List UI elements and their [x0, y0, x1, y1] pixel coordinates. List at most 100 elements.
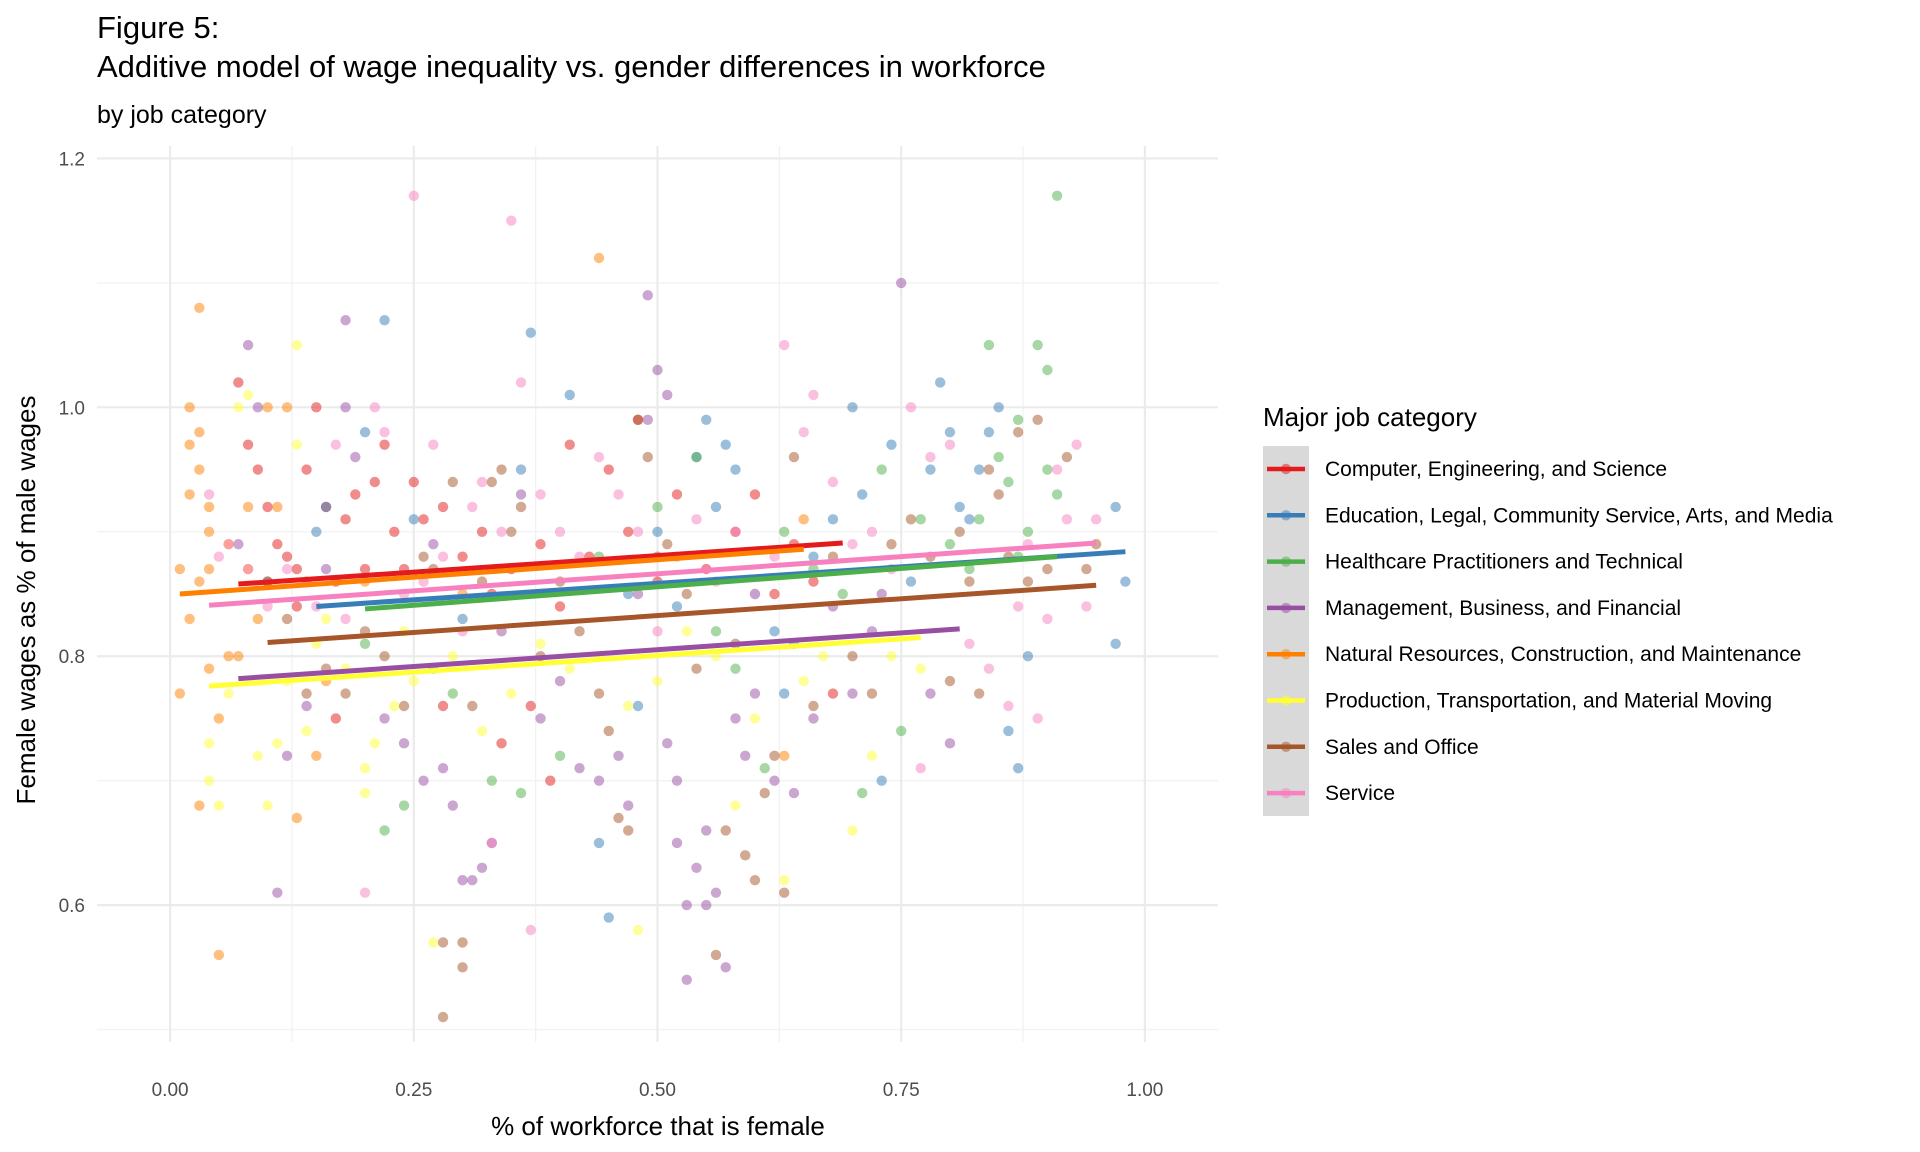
data-point	[535, 489, 546, 500]
chart-subtitle: by job category	[97, 101, 267, 129]
data-point	[437, 700, 449, 712]
data-point	[662, 389, 673, 401]
data-point	[779, 887, 790, 898]
legend-label: Computer, Engineering, and Science	[1325, 458, 1667, 481]
data-point	[973, 514, 985, 525]
data-point	[681, 899, 692, 911]
data-point	[174, 688, 186, 699]
data-point	[701, 899, 712, 911]
data-point	[496, 464, 507, 475]
data-point	[1071, 439, 1082, 450]
data-point	[291, 339, 303, 351]
data-point	[720, 439, 731, 450]
data-point	[564, 389, 575, 401]
data-point	[779, 875, 790, 886]
data-point	[886, 539, 897, 550]
data-point	[340, 688, 351, 699]
data-point	[603, 464, 614, 475]
data-point	[476, 725, 488, 737]
legend-key-point	[1280, 510, 1292, 521]
data-point	[535, 638, 546, 649]
data-point	[847, 825, 858, 836]
data-point	[311, 750, 322, 761]
data-point	[632, 588, 644, 600]
data-point	[311, 526, 322, 537]
data-point	[691, 862, 702, 873]
legend-items: Computer, Engineering, and Science Educat…	[1267, 458, 1833, 805]
data-point	[203, 501, 215, 513]
data-point	[194, 576, 205, 587]
data-point	[486, 775, 497, 786]
data-point	[320, 563, 332, 575]
data-point	[759, 763, 770, 774]
data-point	[779, 750, 790, 761]
data-point	[769, 588, 780, 600]
data-point	[623, 825, 634, 836]
legend-key-point	[1280, 556, 1292, 567]
data-point	[905, 402, 917, 413]
data-point	[1051, 464, 1063, 475]
data-point	[642, 414, 653, 425]
data-point	[632, 526, 644, 537]
data-point	[379, 713, 390, 724]
data-point	[262, 800, 273, 811]
data-point	[983, 663, 995, 674]
data-point	[866, 688, 878, 699]
data-point	[652, 675, 663, 687]
data-point	[749, 713, 761, 724]
data-point	[233, 539, 244, 550]
legend-key-point	[1280, 787, 1292, 799]
data-point	[340, 514, 351, 525]
data-point	[983, 464, 995, 475]
data-point	[964, 563, 975, 575]
data-point	[515, 787, 527, 799]
data-point	[242, 439, 254, 450]
legend-label: Education, Legal, Community Service, Art…	[1325, 504, 1833, 527]
data-point	[525, 924, 536, 936]
data-point	[915, 514, 926, 525]
data-point	[418, 775, 429, 786]
y-tick-label: 0.6	[59, 896, 85, 917]
legend-key-background	[1263, 446, 1309, 816]
x-tick-label: 1.00	[1126, 1080, 1163, 1101]
data-point	[925, 451, 936, 463]
data-point	[934, 377, 946, 388]
data-point	[340, 315, 351, 326]
data-point	[203, 563, 215, 575]
data-point	[720, 825, 731, 836]
data-point	[701, 825, 712, 836]
data-point	[369, 476, 381, 488]
data-point	[1042, 613, 1053, 625]
data-point	[1022, 651, 1034, 662]
data-point	[564, 439, 575, 450]
data-point	[613, 812, 624, 824]
data-point	[486, 476, 497, 488]
data-point	[769, 626, 780, 637]
data-point	[574, 763, 585, 774]
data-point	[379, 439, 390, 450]
data-point	[1042, 563, 1053, 575]
data-point	[233, 651, 244, 662]
data-point	[915, 663, 926, 674]
data-point	[730, 800, 741, 811]
data-point	[944, 539, 956, 550]
data-point	[876, 775, 887, 786]
trend-line	[238, 626, 960, 682]
y-tick-label: 0.8	[59, 647, 85, 668]
data-point	[476, 862, 488, 873]
data-point	[564, 663, 575, 674]
data-point	[866, 750, 878, 761]
data-point	[876, 588, 887, 600]
data-point	[603, 725, 614, 737]
data-point	[593, 688, 605, 699]
data-point	[554, 750, 566, 761]
data-point	[428, 439, 439, 450]
data-point	[467, 700, 478, 712]
data-point	[194, 427, 205, 438]
data-point	[886, 439, 897, 450]
data-point	[613, 489, 624, 500]
data-point	[1042, 364, 1053, 376]
data-point	[525, 327, 536, 338]
data-point	[506, 688, 517, 699]
trend-lines	[179, 540, 1126, 689]
